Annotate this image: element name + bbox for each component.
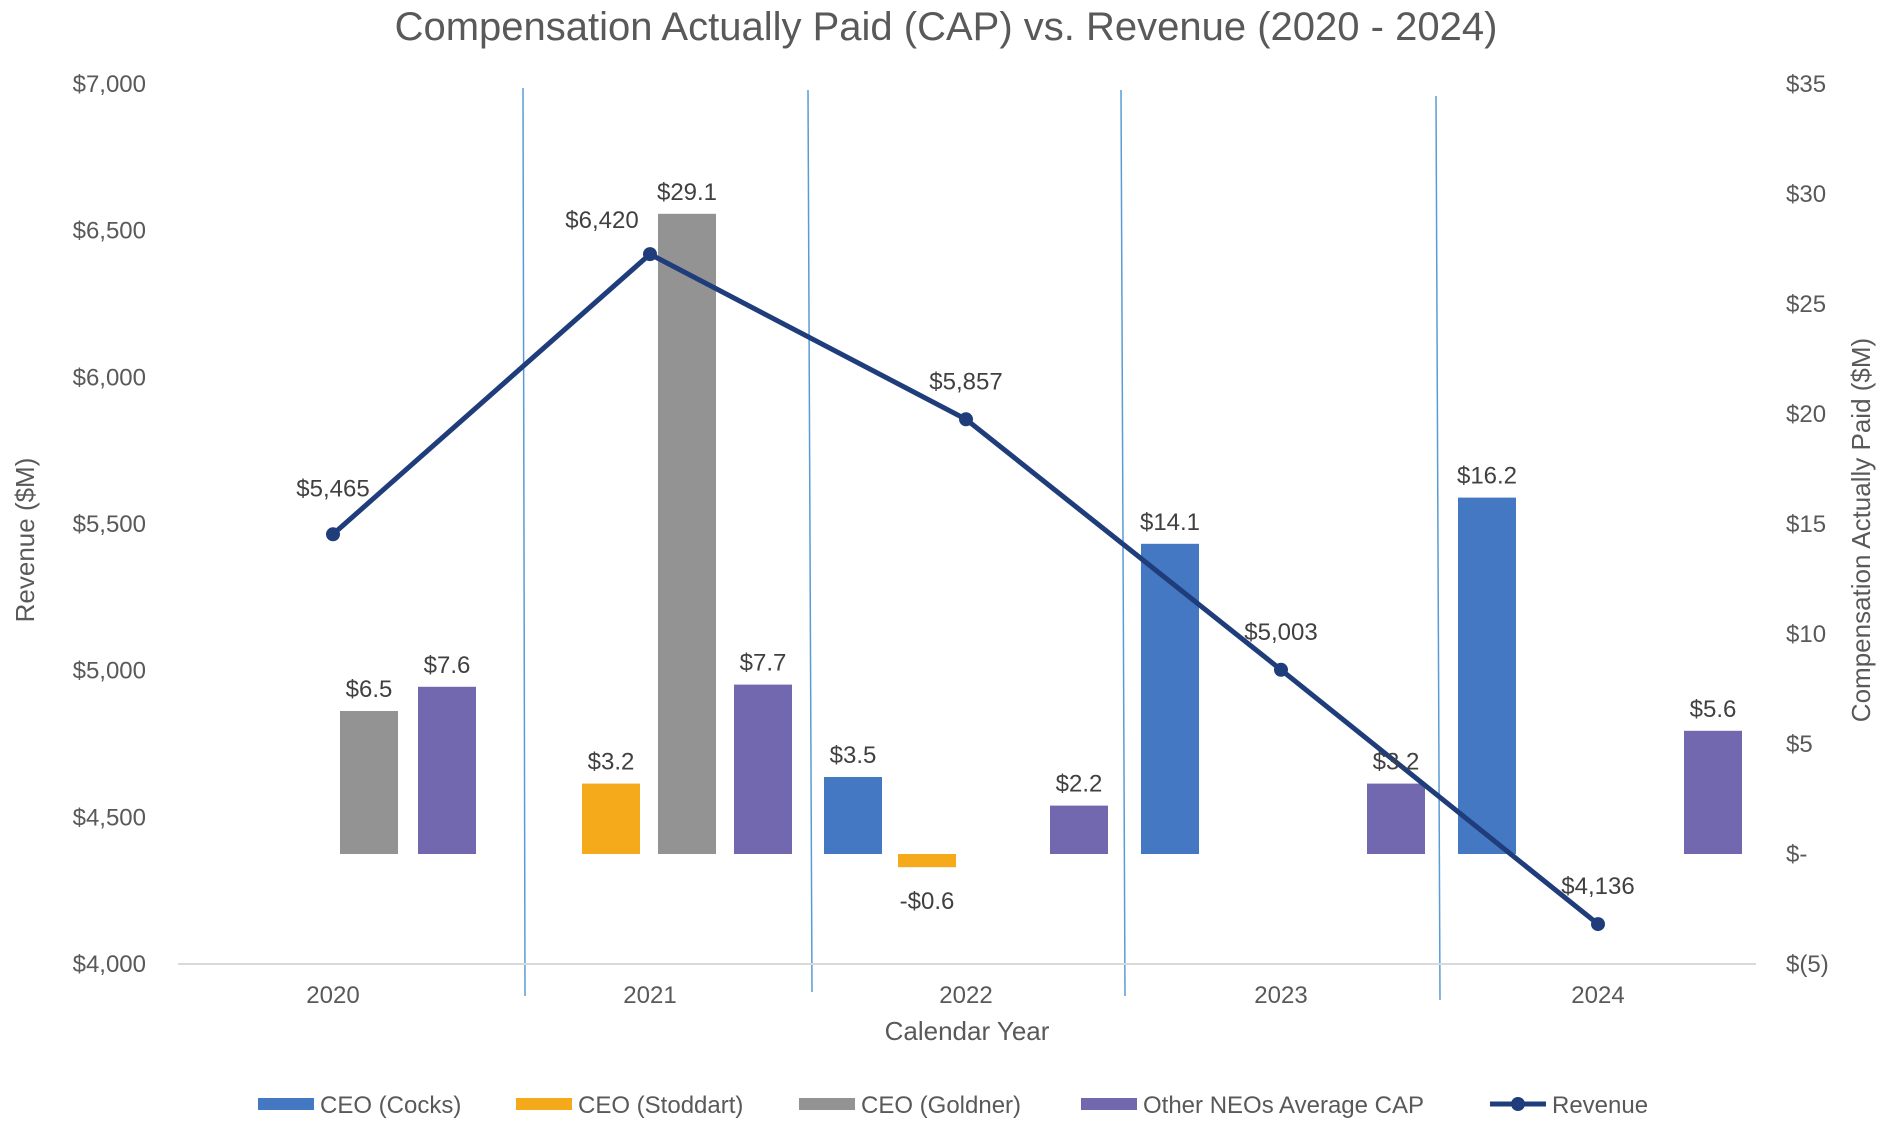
left-tick-label: $5,500: [73, 511, 146, 538]
revenue-value-label: $6,420: [565, 207, 638, 234]
x-tick-label-2023: 2023: [1254, 982, 1307, 1009]
legend-label: CEO (Goldner): [861, 1092, 1021, 1119]
right-tick-label: $5: [1786, 731, 1813, 758]
right-tick-label: $15: [1786, 511, 1826, 538]
legend-marker-revenue: [1511, 1097, 1525, 1111]
left-axis-title: Revenue ($M): [10, 458, 40, 623]
bar-ceo-goldner-2021: [658, 213, 716, 855]
x-tick-label-2021: 2021: [623, 982, 676, 1009]
revenue-value-label: $4,136: [1561, 873, 1634, 900]
legend-label: CEO (Cocks): [320, 1092, 461, 1119]
bar-value-label: $2.2: [1056, 771, 1103, 798]
bar-value-label: $16.2: [1457, 463, 1517, 490]
revenue-point-2020: [326, 527, 340, 542]
legend-label: Other NEOs Average CAP: [1143, 1092, 1424, 1119]
left-axis-ticks: $4,000 $4,500 $5,000 $5,500 $6,000 $6,500 $7,0…: [73, 71, 146, 978]
right-tick-label: $30: [1786, 181, 1826, 208]
legend-label: Revenue: [1552, 1092, 1648, 1119]
bar-value-label: $14.1: [1140, 509, 1200, 536]
bar-ceo-cocks-2024: [1458, 497, 1516, 854]
legend-swatch: [516, 1098, 572, 1110]
left-tick-label: $4,000: [73, 951, 146, 978]
revenue-value-label: $5,003: [1244, 619, 1317, 646]
bar-value-label: $3.2: [1373, 749, 1420, 776]
left-tick-label: $7,000: [73, 71, 146, 98]
revenue-point-2022: [959, 412, 973, 427]
revenue-point-2023: [1274, 662, 1288, 677]
left-tick-label: $6,500: [73, 218, 146, 245]
right-tick-label: $10: [1786, 621, 1826, 648]
right-tick-label: $25: [1786, 291, 1826, 318]
bar-value-label: $3.2: [588, 749, 635, 776]
right-tick-label: $(5): [1786, 951, 1829, 978]
x-axis-ticks: 2020 2021 2022 2023 2024: [306, 982, 1624, 1009]
legend-label: CEO (Stoddart): [578, 1092, 743, 1119]
x-axis-title: Calendar Year: [885, 1016, 1050, 1046]
legend-swatch: [1081, 1098, 1137, 1110]
bar-ceo-stoddart-2022: [898, 854, 956, 868]
bar-ceo-goldner-2020: [340, 711, 398, 854]
bar-value-label: -$0.6: [900, 888, 955, 915]
legend-swatch: [799, 1098, 855, 1110]
bar-ceo-cocks-2023: [1141, 543, 1199, 854]
bar-value-label: $3.5: [830, 742, 877, 769]
right-tick-label: $20: [1786, 401, 1826, 428]
right-axis-ticks: $(5) $- $5 $10 $15 $20 $25 $30 $35: [1786, 71, 1829, 978]
left-tick-label: $4,500: [73, 804, 146, 831]
bar-value-label: $7.7: [740, 650, 787, 677]
bar-other-neos-average-cap-2020: [418, 686, 476, 854]
year-divider-line-4: [1435, 95, 1441, 1001]
bar-other-neos-average-cap-2023: [1367, 783, 1425, 854]
bar-other-neos-average-cap-2022: [1050, 805, 1108, 854]
bar-other-neos-average-cap-2024: [1684, 730, 1742, 854]
revenue-point-2021: [643, 247, 657, 262]
year-divider-line-1: [522, 87, 526, 997]
bar-value-label: $5.6: [1690, 696, 1737, 723]
revenue-point-2024: [1591, 917, 1605, 932]
bar-value-label: $7.6: [424, 652, 471, 679]
right-tick-label: $35: [1786, 71, 1826, 98]
left-tick-label: $6,000: [73, 364, 146, 391]
revenue-value-label: $5,857: [929, 368, 1002, 395]
chart-title: Compensation Actually Paid (CAP) vs. Rev…: [395, 5, 1498, 49]
legend: CEO (Cocks) CEO (Stoddart) CEO (Goldner) Ot…: [258, 1092, 1648, 1119]
x-tick-label-2024: 2024: [1571, 982, 1624, 1009]
bar-ceo-cocks-2022: [824, 777, 882, 854]
x-tick-label-2020: 2020: [306, 982, 359, 1009]
right-axis-title: Compensation Actually Paid ($M): [1846, 338, 1876, 722]
bar-value-label: $6.5: [346, 676, 393, 703]
left-tick-label: $5,000: [73, 658, 146, 685]
x-tick-label-2022: 2022: [939, 982, 992, 1009]
revenue-line-layer: [326, 247, 1605, 932]
legend-swatch: [258, 1098, 314, 1110]
bar-ceo-stoddart-2021: [582, 783, 640, 854]
right-tick-label: $-: [1786, 841, 1807, 868]
bar-other-neos-average-cap-2021: [734, 684, 792, 854]
bars-layer: [340, 213, 1742, 868]
data-labels-layer: $6.5 $7.6 $3.2 $29.1 $7.7 $3.5 -$0.6 $2.2 $14.1 $…: [296, 179, 1736, 915]
bar-value-label: $29.1: [657, 179, 717, 206]
revenue-value-label: $5,465: [296, 475, 369, 502]
year-divider-line-2: [807, 89, 813, 993]
